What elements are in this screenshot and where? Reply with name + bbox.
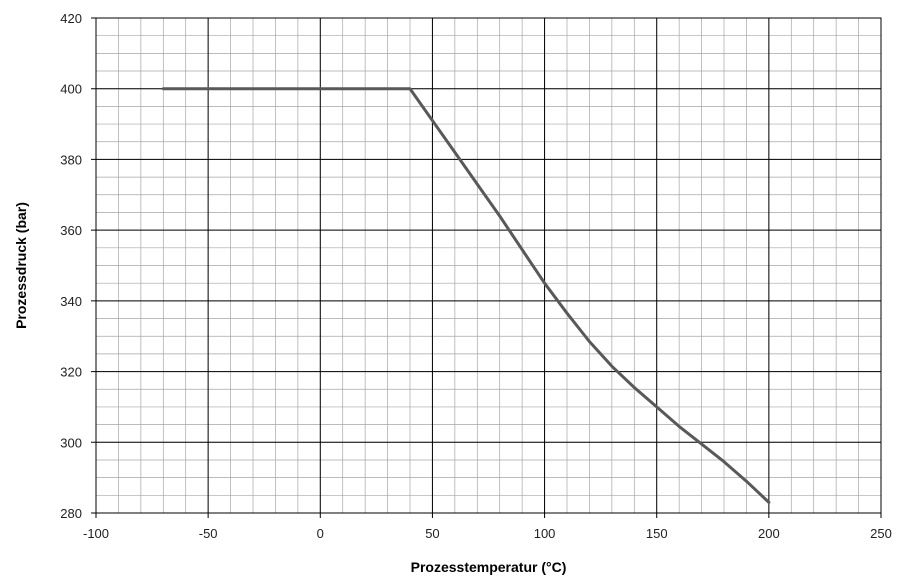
y-tick-label: 320 [60, 365, 82, 380]
plot-area-frame [95, 17, 882, 514]
x-axis-title: Prozesstemperatur (°C) [411, 559, 567, 575]
x-tick-label: 200 [758, 526, 780, 541]
x-tick-label: 0 [317, 526, 324, 541]
x-tick-label: 100 [534, 526, 556, 541]
y-axis-title: Prozessdruck (bar) [13, 202, 29, 329]
x-tick-label: 150 [646, 526, 668, 541]
pressure-curve-line [161, 87, 771, 504]
major-grid [91, 17, 882, 518]
minor-grid [95, 17, 882, 514]
y-tick-label: 400 [60, 82, 82, 97]
x-tick-label: 50 [425, 526, 439, 541]
y-tick-label: 380 [60, 152, 82, 167]
x-axis-tick-labels: -100 -50 0 50 100 150 200 250 [83, 526, 892, 541]
y-tick-label: 420 [60, 11, 82, 26]
x-tick-label: -100 [83, 526, 109, 541]
y-tick-label: 280 [60, 506, 82, 521]
y-axis-tick-labels: 280 300 320 340 360 380 400 420 [60, 11, 82, 521]
y-tick-label: 340 [60, 294, 82, 309]
y-tick-label: 360 [60, 223, 82, 238]
x-tick-label: 250 [870, 526, 892, 541]
x-tick-label: -50 [199, 526, 218, 541]
y-tick-label: 300 [60, 435, 82, 450]
